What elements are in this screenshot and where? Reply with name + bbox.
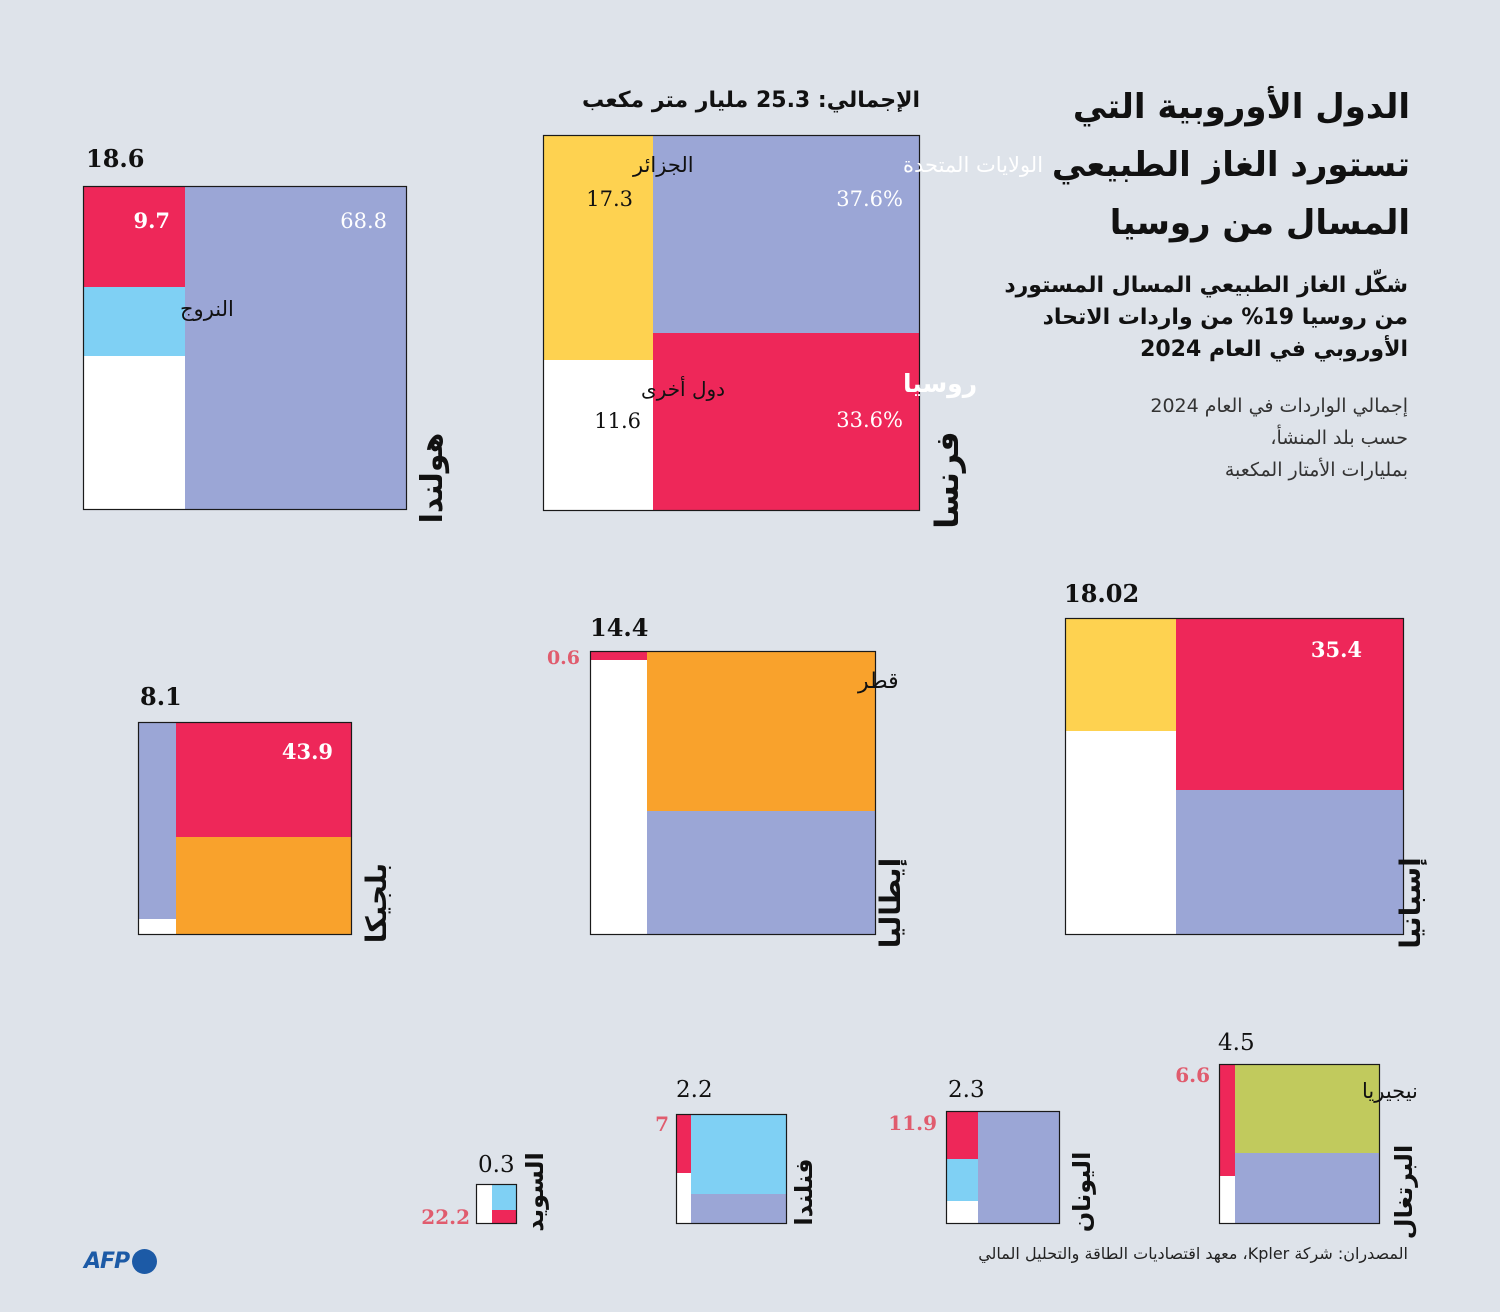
unit-line: حسب بلد المنشأ، <box>1270 427 1408 449</box>
chart-title: الدول الأوروبية التي تستورد الغاز الطبيع… <box>990 78 1410 252</box>
unit-line: بمليارات الأمتار المكعبة <box>1224 459 1408 481</box>
finland-russia-value: 7 <box>655 1112 669 1136</box>
subtitle-line: شكّل الغاز الطبيعي المسال المستورد <box>1004 273 1408 298</box>
afp-logo: AFP <box>84 1246 158 1276</box>
belgium-qatar-segment <box>176 837 352 935</box>
afp-logo-dot <box>132 1248 158 1274</box>
portugal-box-outline <box>1218 1063 1381 1225</box>
spain-total-label: 18.02 <box>1064 579 1139 608</box>
subtitle-line: الأوروبي في العام 2024 <box>1140 337 1408 362</box>
italy-box-outline <box>589 650 877 936</box>
title-line: تستورد الغاز الطبيعي <box>1051 145 1410 185</box>
spain-other-segment <box>1065 731 1176 935</box>
portugal-usa-segment <box>1235 1153 1380 1224</box>
italy-total-label: 14.4 <box>590 613 648 642</box>
belgium-other-segment <box>138 919 176 935</box>
netherlands-norway-segment <box>83 287 185 356</box>
france-other-value: 11.6 <box>594 409 641 433</box>
france-algeria-segment <box>543 135 653 360</box>
france-usa-segment <box>653 135 920 333</box>
netherlands-russia-value: 9.7 <box>133 208 170 233</box>
finland-box-outline <box>675 1113 788 1225</box>
greece-usa-segment <box>978 1111 1060 1224</box>
france-box-outline <box>542 134 921 512</box>
unit-line: إجمالي الواردات في العام 2024 <box>1150 395 1408 417</box>
italy-qatar-label: قطر <box>857 669 899 694</box>
finland-other-segment <box>676 1173 691 1224</box>
netherlands-total-label: 18.6 <box>86 144 144 173</box>
spain-country-label: إسبانيا <box>1394 857 1428 949</box>
france-russia-value: 33.6% <box>836 408 903 432</box>
netherlands-norway-label: النروج <box>180 297 234 322</box>
france-country-label: فرنسا <box>928 431 966 528</box>
italy-other-segment <box>590 660 647 935</box>
netherlands-box-outline <box>82 185 408 511</box>
title-line: الدول الأوروبية التي <box>1072 87 1410 127</box>
unit-note: إجمالي الواردات في العام 2024 حسب بلد ال… <box>988 390 1408 486</box>
netherlands-usa-segment <box>185 186 407 510</box>
afp-logo-text: AFP <box>84 1248 130 1274</box>
greece-russia-value: 11.9 <box>888 1111 937 1135</box>
france-russia-label: روسيا <box>903 369 977 399</box>
belgium-total-label: 8.1 <box>140 682 182 711</box>
portugal-nigeria-segment <box>1235 1064 1380 1153</box>
greece-country-label: اليونان <box>1068 1152 1096 1233</box>
greece-total-label: 2.3 <box>948 1077 985 1103</box>
portugal-russia-value: 6.6 <box>1175 1063 1210 1087</box>
netherlands-country-label: هولندا <box>415 433 450 524</box>
spain-russia-value: 35.4 <box>1311 637 1362 662</box>
belgium-country-label: بلجيكا <box>360 863 393 943</box>
portugal-russia-segment <box>1219 1064 1235 1176</box>
italy-country-label: إيطاليا <box>874 858 908 948</box>
italy-russia-value: 0.6 <box>547 647 580 669</box>
belgium-russia-value: 43.9 <box>282 739 333 764</box>
sweden-other-segment <box>476 1184 492 1224</box>
finland-russia-segment <box>676 1114 691 1173</box>
portugal-other-segment <box>1219 1176 1235 1224</box>
finland-country-label: فنلندا <box>790 1158 818 1225</box>
sweden-total-label: 0.3 <box>478 1152 515 1178</box>
portugal-country-label: البرتغال <box>1390 1145 1418 1239</box>
france-usa-label: الولايات المتحدة <box>903 153 1043 177</box>
france-usa-value: 37.6% <box>836 187 903 211</box>
finland-usa-segment <box>691 1194 787 1224</box>
belgium-box-outline <box>137 721 353 936</box>
title-line: المسال من روسيا <box>1109 203 1410 243</box>
france-other-label: دول أخرى <box>641 376 725 401</box>
netherlands-other-segment <box>83 356 185 510</box>
belgium-usa-segment <box>138 722 176 919</box>
greece-box-outline <box>945 1110 1061 1225</box>
sweden-russia-segment <box>492 1210 517 1224</box>
subtitle-line: من روسيا 19% من واردات الاتحاد <box>1042 305 1408 330</box>
spain-algeria-segment <box>1065 618 1176 731</box>
italy-usa-segment <box>647 811 876 935</box>
sweden-norway-segment <box>492 1184 517 1210</box>
finland-total-label: 2.2 <box>676 1077 713 1103</box>
greece-other-segment <box>946 1201 978 1224</box>
france-total-label: الإجمالي: 25.3 مليار متر مكعب <box>582 88 920 113</box>
sweden-russia-value: 22.2 <box>421 1205 470 1229</box>
france-algeria-label: الجزائر <box>632 153 694 177</box>
sweden-country-label: السويد <box>521 1152 549 1232</box>
portugal-nigeria-label: نيجيريا <box>1362 1079 1418 1103</box>
spain-usa-segment <box>1176 790 1404 935</box>
france-russia-segment <box>653 333 920 511</box>
italy-qatar-segment <box>647 651 876 811</box>
finland-norway-segment <box>691 1114 787 1194</box>
spain-russia-segment <box>1176 618 1404 790</box>
chart-subtitle: شكّل الغاز الطبيعي المسال المستورد من رو… <box>928 270 1408 366</box>
netherlands-russia-segment <box>83 186 185 287</box>
netherlands-usa-value: 68.8 <box>340 209 387 233</box>
greece-russia-segment <box>946 1111 978 1159</box>
sweden-box-outline <box>475 1183 518 1225</box>
spain-box-outline <box>1064 617 1405 936</box>
france-algeria-value: 17.3 <box>586 187 633 211</box>
france-other-segment <box>543 360 653 511</box>
italy-russia-segment <box>590 651 647 660</box>
belgium-russia-segment <box>176 722 352 837</box>
source-note: المصدران: شركة Kpler، معهد اقتصاديات الط… <box>978 1244 1408 1263</box>
portugal-total-label: 4.5 <box>1218 1030 1255 1056</box>
greece-norway-segment <box>946 1159 978 1201</box>
